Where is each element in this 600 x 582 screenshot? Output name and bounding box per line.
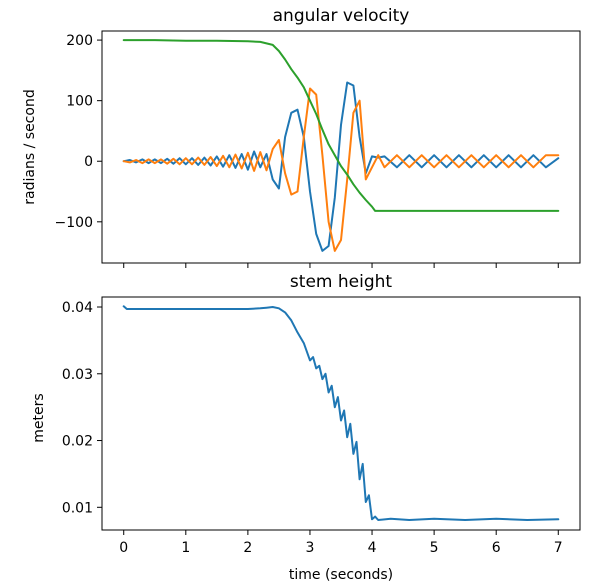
angular-velocity-ylabel: radians / second	[22, 89, 38, 204]
stem-height-xlabel: time (seconds)	[289, 567, 393, 582]
angular-velocity-series-1	[122, 87, 560, 252]
stem-height-xtick-label-4: 4	[368, 540, 377, 556]
angular-velocity-ytick-label-3: 200	[66, 33, 93, 49]
stem-height-panel: stem height meters time (seconds) 0 1 2 3 4 5…	[31, 272, 581, 582]
angular-velocity-ticks: −100 0 100 200	[55, 33, 559, 268]
angular-velocity-lines	[122, 39, 560, 252]
stem-height-xtick-label-1: 1	[181, 540, 190, 556]
stem-height-ticks: 0 1 2 3 4 5 6 7 0.01 0.02 0.03 0.04	[62, 300, 563, 556]
stem-height-xtick-label-0: 0	[119, 540, 128, 556]
stem-height-xtick-label-7: 7	[554, 540, 563, 556]
stem-height-ylabel: meters	[31, 393, 47, 442]
stem-height-ytick-label-2: 0.03	[62, 367, 93, 383]
stem-height-xtick-label-6: 6	[492, 540, 501, 556]
angular-velocity-series-0	[122, 81, 560, 252]
stem-height-axes	[101, 296, 581, 531]
stem-height-xtick-label-2: 2	[243, 540, 252, 556]
angular-velocity-ytick-label-0: −100	[55, 215, 93, 231]
stem-height-ytick-label-1: 0.02	[62, 434, 93, 450]
angular-velocity-title: angular velocity	[273, 6, 410, 26]
angular-velocity-series-2	[122, 39, 560, 212]
stem-height-ytick-label-3: 0.04	[62, 300, 93, 316]
stem-height-lines	[122, 305, 560, 521]
angular-velocity-panel: angular velocity radians / second −100 0 1…	[22, 6, 581, 268]
stem-height-ytick-label-0: 0.01	[62, 500, 93, 516]
angular-velocity-axes	[101, 30, 581, 264]
angular-velocity-ytick-label-1: 0	[84, 154, 93, 170]
stem-height-title: stem height	[290, 272, 392, 292]
stem-height-xtick-label-5: 5	[430, 540, 439, 556]
angular-velocity-ytick-label-2: 100	[66, 94, 93, 110]
stem-height-xtick-label-3: 3	[306, 540, 315, 556]
stem-height-series-0	[122, 305, 560, 521]
